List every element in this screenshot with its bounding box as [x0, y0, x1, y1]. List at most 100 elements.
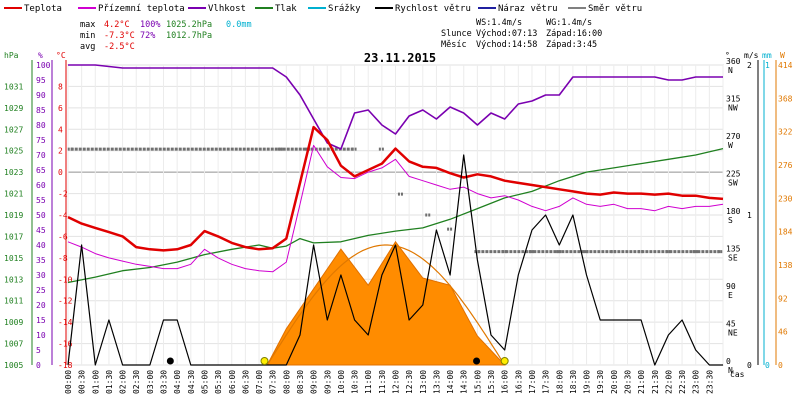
- mm-tick: 0: [765, 361, 770, 370]
- pct-tick: 90: [36, 91, 46, 100]
- c-tick: -18: [58, 361, 73, 370]
- dir-tick: 45: [726, 320, 736, 329]
- stat-sunrise: Východ:07:13: [476, 29, 537, 39]
- x-tick: 00:30: [78, 370, 87, 394]
- x-tick: 16:30: [514, 370, 523, 394]
- series-ground-temp-line: [67, 144, 724, 273]
- series-solar-theoretical: [266, 244, 506, 366]
- x-tick: 17:00: [528, 370, 537, 394]
- dir-label: S: [728, 216, 733, 225]
- x-tick: 20:00: [610, 370, 619, 394]
- pct-tick: 85: [36, 106, 46, 115]
- dir-label: SE: [728, 254, 738, 263]
- hpa-tick: 1029: [4, 104, 23, 113]
- pct-tick: 10: [36, 331, 46, 340]
- dir-tick: 315: [726, 95, 741, 104]
- stat-max-rain: 0.0mm: [226, 20, 252, 30]
- stat-max-temp: 4.2°C: [104, 20, 130, 30]
- series: [67, 64, 724, 366]
- moon-marker: [473, 357, 481, 365]
- x-tick: 11:00: [364, 370, 373, 394]
- legend-label-tlak: Tlak: [275, 4, 297, 14]
- x-tick: 19:00: [583, 370, 592, 394]
- x-tick: 06:30: [241, 370, 250, 394]
- legend: Teplota Přízemní teplota Vlhkost Tlak Sr…: [4, 4, 642, 14]
- legend-label-naraz-vetru: Náraz větru: [498, 4, 558, 14]
- ms-tick: 1: [747, 211, 752, 220]
- c-tick: -6: [58, 232, 68, 241]
- x-tick: 15:00: [473, 370, 482, 394]
- x-tick: 19:30: [596, 370, 605, 394]
- c-tick: 8: [58, 82, 63, 91]
- x-tick: 05:00: [200, 370, 209, 394]
- sol-tick: 322: [778, 128, 793, 137]
- x-tick: 02:30: [132, 370, 141, 394]
- ms-tick: 2: [747, 61, 752, 70]
- dir-tick: 135: [726, 245, 741, 254]
- legend-label-srazky: Srážky: [328, 4, 361, 14]
- axis-title-hpa: hPa: [4, 51, 19, 60]
- pct-tick: 45: [36, 226, 46, 235]
- x-tick: 08:00: [282, 370, 291, 394]
- hpa-tick: 1015: [4, 254, 23, 263]
- dir-label: N: [728, 366, 733, 375]
- pct-tick: 15: [36, 316, 46, 325]
- dir-tick: 90: [726, 282, 736, 291]
- hpa-tick: 1031: [4, 82, 23, 91]
- axis-title-ms: m/s: [744, 51, 759, 60]
- c-tick: 6: [58, 104, 63, 113]
- stat-ws: WS:1.4m/s: [476, 18, 522, 28]
- stat-avg-label: avg: [80, 42, 95, 52]
- pct-tick: 55: [36, 196, 46, 205]
- c-tick: -4: [58, 211, 68, 220]
- hpa-tick: 1021: [4, 190, 23, 199]
- series-pressure-line: [67, 147, 724, 284]
- hpa-tick: 1005: [4, 361, 23, 370]
- c-tick: 4: [58, 125, 63, 134]
- stat-max-press: 1025.2hPa: [166, 20, 212, 30]
- x-tick: 06:00: [228, 370, 237, 394]
- pct-tick: 40: [36, 241, 46, 250]
- dir-tick: 360: [726, 57, 741, 66]
- dir-label: NW: [728, 104, 738, 113]
- legend-label-prizemni-teplota: Přízemní teplota: [98, 4, 185, 14]
- sol-tick: 230: [778, 194, 793, 203]
- hpa-tick: 1007: [4, 340, 23, 349]
- hpa-tick: 1027: [4, 125, 23, 134]
- c-tick: -8: [58, 254, 68, 263]
- c-tick: -2: [58, 190, 68, 199]
- pct-tick: 65: [36, 166, 46, 175]
- sol-tick: 276: [778, 161, 793, 170]
- stat-moonrise: Východ:14:58: [476, 40, 537, 50]
- hpa-tick: 1011: [4, 297, 23, 306]
- pct-tick: 5: [36, 346, 41, 355]
- pct-tick: 95: [36, 76, 46, 85]
- dir-tick: 225: [726, 170, 741, 179]
- pct-tick: 25: [36, 286, 46, 295]
- pct-tick: 75: [36, 136, 46, 145]
- pct-tick: 20: [36, 301, 46, 310]
- x-tick: 12:30: [405, 370, 414, 394]
- x-tick: 11:30: [378, 370, 387, 394]
- x-tick: 07:30: [269, 370, 278, 394]
- stat-min-hum: 72%: [140, 31, 155, 41]
- series-wind-speed-line: [67, 154, 723, 366]
- dir-tick: 180: [726, 207, 741, 216]
- stat-max-label: max: [80, 20, 95, 30]
- x-tick: 13:00: [419, 370, 428, 394]
- x-tick: 04:30: [187, 370, 196, 394]
- pct-tick: 30: [36, 271, 46, 280]
- dir-label: NE: [728, 329, 738, 338]
- legend-label-rychlost-vetru: Rychlost větru: [395, 4, 471, 14]
- hpa-tick: 1017: [4, 232, 23, 241]
- axis-title-time: čas: [730, 369, 745, 379]
- x-tick: 01:30: [105, 370, 114, 394]
- sol-tick: 184: [778, 228, 793, 237]
- stat-min-press: 1012.7hPa: [166, 31, 212, 41]
- x-tick: 05:30: [214, 370, 223, 394]
- axis-title-w: W: [780, 51, 785, 60]
- dir-tick: 270: [726, 132, 741, 141]
- x-tick: 03:00: [146, 370, 155, 394]
- c-tick: -14: [58, 318, 73, 327]
- stat-max-hum: 100%: [140, 20, 160, 30]
